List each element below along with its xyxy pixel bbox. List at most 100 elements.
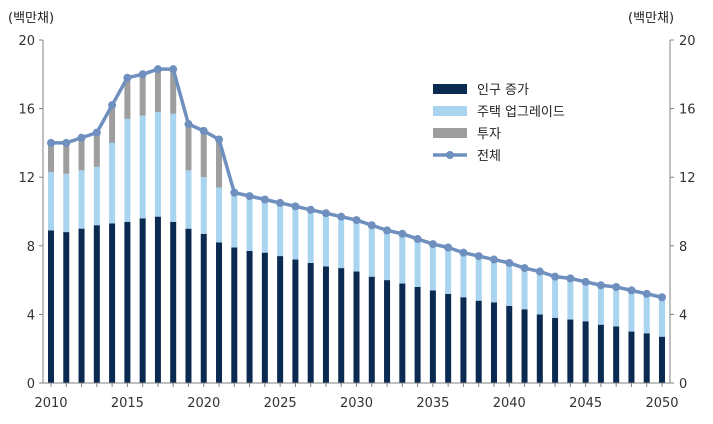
right-tick-label: 16 [679, 103, 696, 118]
x-tick-label: 2040 [493, 396, 526, 411]
bar-upgrade-2045 [582, 281, 589, 322]
x-tick-label: 2045 [569, 396, 602, 411]
total-point-2019 [184, 120, 193, 129]
bar-population-2011 [63, 232, 70, 383]
left-tick-label: 0 [27, 377, 35, 392]
bar-upgrade-2037 [460, 252, 467, 298]
bar-population-2030 [353, 271, 360, 383]
bar-population-2014 [109, 223, 116, 383]
bar-investment-2017 [154, 69, 161, 113]
x-tick-label: 2020 [187, 396, 220, 411]
bar-upgrade-2022 [231, 192, 238, 248]
bar-upgrade-2025 [277, 202, 284, 257]
total-point-2010 [47, 138, 55, 147]
bar-population-2038 [475, 300, 482, 383]
total-point-2017 [153, 65, 162, 74]
bar-population-2012 [78, 228, 85, 383]
total-point-2038 [474, 252, 483, 261]
total-point-2025 [276, 198, 285, 207]
bar-population-2016 [139, 218, 146, 383]
total-point-2044 [566, 274, 575, 283]
bar-upgrade-2010 [48, 172, 54, 231]
total-point-2021 [215, 135, 224, 144]
x-tick-label: 2025 [264, 396, 297, 411]
bar-population-2019 [185, 228, 192, 383]
total-point-2026 [291, 202, 300, 211]
bar-upgrade-2029 [338, 216, 345, 269]
bar-upgrade-2035 [429, 244, 436, 291]
total-point-2028 [321, 209, 330, 218]
bar-upgrade-2026 [292, 206, 299, 260]
bar-population-2048 [628, 331, 635, 383]
bar-investment-2012 [78, 137, 85, 171]
right-tick-label: 20 [679, 34, 696, 49]
bar-upgrade-2014 [109, 142, 116, 224]
bar-upgrade-2044 [567, 278, 574, 320]
bar-population-2042 [536, 314, 543, 383]
total-point-2020 [199, 126, 208, 135]
bar-upgrade-2043 [552, 276, 559, 318]
total-point-2035 [428, 240, 437, 249]
bar-population-2027 [307, 262, 314, 383]
total-point-2046 [596, 281, 605, 290]
bar-population-2050 [659, 336, 665, 383]
bar-investment-2013 [93, 132, 100, 167]
bar-upgrade-2033 [399, 233, 406, 284]
bar-population-2045 [582, 321, 589, 383]
legend-swatch-investment [433, 128, 467, 138]
bar-population-2020 [200, 233, 207, 383]
total-point-2029 [337, 212, 346, 221]
bar-population-2049 [643, 333, 650, 383]
total-point-2018 [169, 65, 178, 74]
left-tick-label: 12 [18, 171, 35, 186]
bar-investment-2014 [109, 105, 116, 143]
bar-investment-2020 [200, 130, 207, 178]
total-point-2032 [383, 226, 392, 235]
bar-upgrade-2017 [154, 112, 161, 217]
bar-population-2034 [414, 286, 421, 383]
left-tick-label: 20 [18, 34, 35, 49]
bar-upgrade-2020 [200, 177, 207, 234]
total-point-2042 [535, 267, 544, 276]
bar-upgrade-2039 [490, 259, 497, 303]
total-point-2030 [352, 216, 361, 225]
bar-upgrade-2023 [246, 196, 253, 251]
bar-investment-2011 [63, 142, 70, 174]
bar-upgrade-2048 [628, 290, 635, 332]
total-point-2022 [230, 188, 239, 197]
bar-upgrade-2024 [261, 199, 268, 253]
bar-population-2022 [231, 247, 238, 383]
total-point-2036 [444, 243, 453, 252]
total-point-2027 [306, 205, 315, 214]
bar-upgrade-2042 [536, 271, 543, 315]
bar-population-2028 [322, 266, 329, 383]
bar-upgrade-2031 [368, 225, 375, 277]
bar-population-2010 [48, 230, 54, 383]
left-tick-label: 8 [27, 240, 35, 255]
bar-investment-2010 [48, 142, 54, 173]
bar-population-2035 [429, 290, 436, 383]
x-tick-label: 2015 [111, 396, 144, 411]
left-axis-unit: (백만채) [8, 11, 54, 26]
total-point-2011 [62, 138, 71, 147]
x-tick-label: 2035 [416, 396, 449, 411]
bar-population-2024 [261, 252, 268, 383]
bar-upgrade-2027 [307, 209, 314, 263]
x-tick-label: 2050 [645, 396, 678, 411]
total-point-2034 [413, 234, 422, 243]
total-point-2023 [245, 192, 254, 201]
bar-population-2037 [460, 297, 467, 383]
legend-label-upgrade: 주택 업그레이드 [477, 105, 565, 120]
bar-population-2021 [216, 242, 223, 383]
bar-population-2047 [613, 326, 620, 383]
bar-upgrade-2018 [170, 113, 177, 222]
total-point-2049 [642, 289, 651, 298]
legend-swatch-population [433, 84, 467, 94]
x-tick-label: 2010 [34, 396, 67, 411]
bar-population-2033 [399, 283, 406, 383]
total-point-2012 [77, 133, 86, 142]
bar-population-2026 [292, 259, 299, 383]
legend-label-population: 인구 증가 [477, 83, 529, 98]
bar-upgrade-2013 [93, 166, 100, 226]
